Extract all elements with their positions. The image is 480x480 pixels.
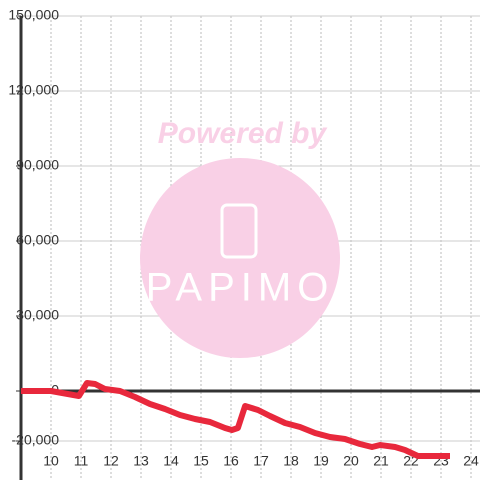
x-tick-label: 15 bbox=[193, 453, 209, 469]
y-tick-label: 60,000 bbox=[16, 232, 59, 248]
watermark-icon bbox=[220, 203, 258, 259]
data-line bbox=[21, 380, 450, 459]
y-tick-label: -20,000 bbox=[12, 432, 60, 448]
y-tick-label: 90,000 bbox=[16, 157, 59, 173]
y-tick-label: 30,000 bbox=[16, 307, 59, 323]
x-tick-label: 10 bbox=[43, 453, 59, 469]
x-tick-label: 21 bbox=[373, 453, 389, 469]
x-tick-label: 14 bbox=[163, 453, 179, 469]
x-tick-label: 13 bbox=[133, 453, 149, 469]
x-tick-label: 18 bbox=[283, 453, 299, 469]
x-tick-label: 17 bbox=[253, 453, 269, 469]
x-tick-label: 16 bbox=[223, 453, 239, 469]
x-tick-label: 19 bbox=[313, 453, 329, 469]
watermark-logo: PAPIMO bbox=[146, 266, 335, 310]
x-tick-label: 24 bbox=[463, 453, 479, 469]
x-tick-label: 20 bbox=[343, 453, 359, 469]
x-tick-label: 11 bbox=[74, 453, 89, 469]
y-tick-label: 150,000 bbox=[8, 7, 59, 23]
watermark: Powered by PAPIMO bbox=[140, 117, 340, 358]
watermark-text: Powered by bbox=[158, 117, 328, 150]
y-tick-label: 120,000 bbox=[8, 82, 59, 98]
x-tick-label: 12 bbox=[103, 453, 119, 469]
